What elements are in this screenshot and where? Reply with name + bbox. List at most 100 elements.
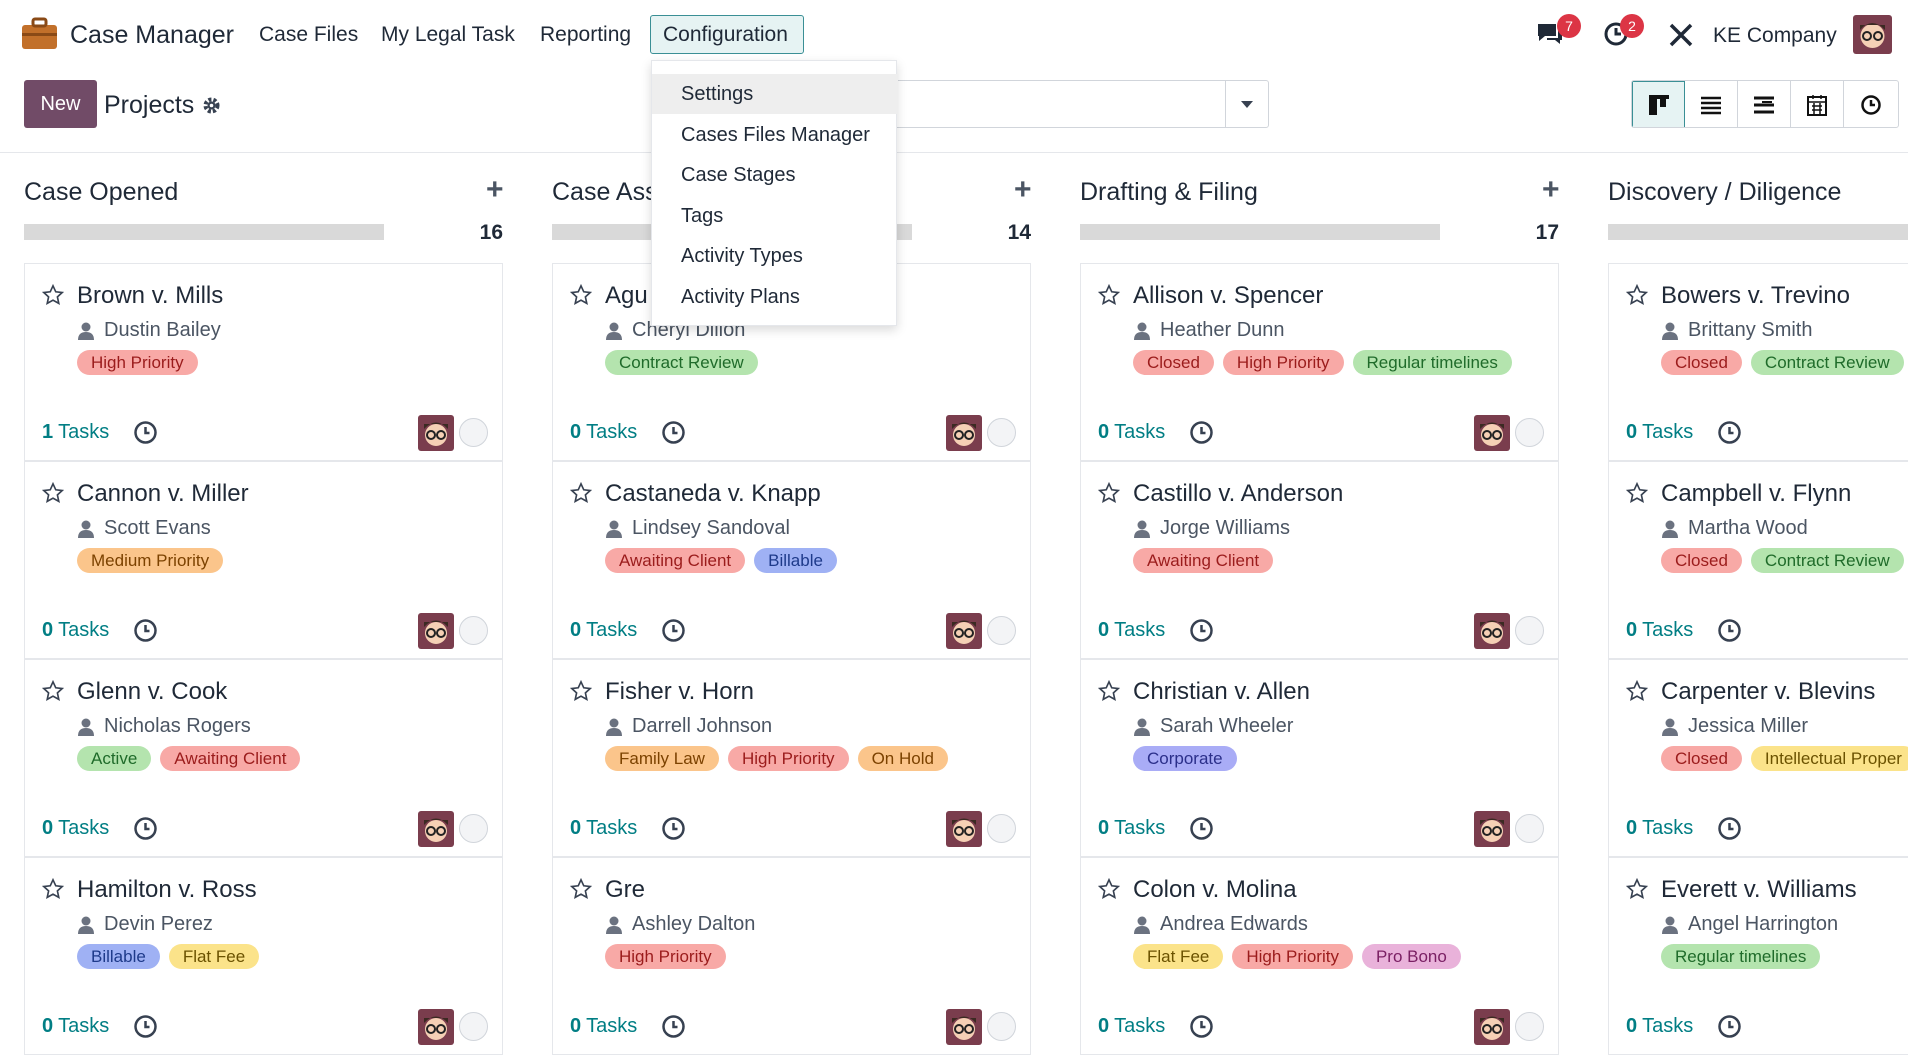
tasks-label[interactable]: Tasks <box>586 817 638 839</box>
dropdown-item[interactable]: Settings <box>652 74 898 114</box>
case-card[interactable]: Colon v. Molina Andrea Edwards Flat Fee Hig… <box>1080 857 1559 1055</box>
avatar-icon[interactable] <box>946 613 982 654</box>
case-card[interactable]: Bowers v. Trevino Brittany Smith Closed Con… <box>1608 263 1908 461</box>
star-icon[interactable] <box>1625 679 1649 707</box>
tasks-count[interactable]: 0 <box>42 817 54 839</box>
tasks-count[interactable]: 0 <box>1626 817 1638 839</box>
assignee-placeholder[interactable] <box>459 418 488 447</box>
assignee-placeholder[interactable] <box>459 1012 488 1041</box>
case-card[interactable]: Glenn v. Cook Nicholas Rogers Active Awaiti… <box>24 659 503 857</box>
clock-icon[interactable] <box>661 618 686 643</box>
clock-icon[interactable] <box>133 618 158 643</box>
assignee-placeholder[interactable] <box>1515 418 1544 447</box>
star-icon[interactable] <box>1625 877 1649 905</box>
star-icon[interactable] <box>1097 481 1121 509</box>
case-card[interactable]: Allison v. Spencer Heather Dunn Closed High… <box>1080 263 1559 461</box>
activity-view[interactable] <box>1844 81 1897 127</box>
clock-icon[interactable] <box>1189 420 1214 445</box>
tasks-label[interactable]: Tasks <box>586 421 638 443</box>
star-icon[interactable] <box>1625 283 1649 311</box>
star-icon[interactable] <box>569 877 593 905</box>
clock-icon[interactable] <box>661 420 686 445</box>
tasks-label[interactable]: Tasks <box>58 1015 110 1037</box>
clock-icon[interactable] <box>1189 1014 1214 1039</box>
tasks-count[interactable]: 0 <box>1098 619 1110 641</box>
star-icon[interactable] <box>41 481 65 509</box>
tasks-count[interactable]: 0 <box>1626 421 1638 443</box>
clock-icon[interactable] <box>133 420 158 445</box>
avatar-icon[interactable] <box>418 415 454 456</box>
star-icon[interactable] <box>41 679 65 707</box>
assignee-placeholder[interactable] <box>987 1012 1016 1041</box>
avatar-icon[interactable] <box>1474 613 1510 654</box>
case-card[interactable]: Christian v. Allen Sarah Wheeler Corporate… <box>1080 659 1559 857</box>
tasks-count[interactable]: 0 <box>1098 421 1110 443</box>
case-card[interactable]: Carpenter v. Blevins Jessica Miller Closed… <box>1608 659 1908 857</box>
avatar-icon[interactable] <box>1474 415 1510 456</box>
avatar-icon[interactable] <box>946 1009 982 1050</box>
tasks-count[interactable]: 0 <box>1626 1015 1638 1037</box>
menu-item[interactable]: Configuration <box>663 23 788 46</box>
assignee-placeholder[interactable] <box>987 616 1016 645</box>
avatar-icon[interactable] <box>1474 1009 1510 1050</box>
case-card[interactable]: Fisher v. Horn Darrell Johnson Family Law H… <box>552 659 1031 857</box>
column-add[interactable]: + <box>1014 173 1032 206</box>
tasks-count[interactable]: 0 <box>42 619 54 641</box>
tasks-count[interactable]: 0 <box>42 1015 54 1037</box>
tasks-label[interactable]: Tasks <box>1114 817 1166 839</box>
star-icon[interactable] <box>1625 481 1649 509</box>
clock-icon[interactable] <box>1717 420 1742 445</box>
menu-item[interactable]: Case Files <box>259 23 359 46</box>
tasks-label[interactable]: Tasks <box>1642 1015 1694 1037</box>
avatar-icon[interactable] <box>418 811 454 852</box>
assignee-placeholder[interactable] <box>459 814 488 843</box>
list-view[interactable] <box>1685 81 1738 127</box>
avatar-icon[interactable] <box>1474 811 1510 852</box>
case-card[interactable]: Hamilton v. Ross Devin Perez Billable Flat … <box>24 857 503 1055</box>
dropdown-item[interactable]: Tags <box>681 204 724 227</box>
dropdown-item[interactable]: Activity Types <box>681 245 803 267</box>
star-icon[interactable] <box>569 679 593 707</box>
company-name[interactable]: KE Company <box>1713 24 1837 47</box>
tools-icon[interactable] <box>1668 22 1694 48</box>
kanban-view[interactable] <box>1632 81 1685 127</box>
assignee-placeholder[interactable] <box>1515 1012 1544 1041</box>
assignee-placeholder[interactable] <box>459 616 488 645</box>
case-card[interactable]: Gre Ashley Dalton High Priority 0 Tasks <box>552 857 1031 1055</box>
star-icon[interactable] <box>41 877 65 905</box>
search-toggle[interactable] <box>1240 100 1254 109</box>
tasks-count[interactable]: 0 <box>570 817 582 839</box>
assignee-placeholder[interactable] <box>987 814 1016 843</box>
tasks-label[interactable]: Tasks <box>1642 817 1694 839</box>
clock-icon[interactable] <box>1189 618 1214 643</box>
case-card[interactable]: Brown v. Mills Dustin Bailey High Priority… <box>24 263 503 461</box>
gear-icon[interactable] <box>202 96 221 115</box>
dropdown-item[interactable]: Cases Files Manager <box>681 123 870 146</box>
case-card[interactable]: Castaneda v. Knapp Lindsey Sandoval Awaiti… <box>552 461 1031 659</box>
star-icon[interactable] <box>41 283 65 311</box>
case-card[interactable]: Campbell v. Flynn Martha Wood Closed Contra… <box>1608 461 1908 659</box>
assignee-placeholder[interactable] <box>987 418 1016 447</box>
tasks-count[interactable]: 1 <box>42 421 54 443</box>
tasks-count[interactable]: 0 <box>1098 817 1110 839</box>
gantt-view[interactable] <box>1738 81 1791 127</box>
clock-icon[interactable] <box>1189 816 1214 841</box>
dropdown-item[interactable]: Activity Plans <box>681 285 800 308</box>
clock-icon[interactable] <box>133 1014 158 1039</box>
assignee-placeholder[interactable] <box>1515 616 1544 645</box>
star-icon[interactable] <box>1097 877 1121 905</box>
star-icon[interactable] <box>1097 679 1121 707</box>
clock-icon[interactable] <box>1717 618 1742 643</box>
tasks-label[interactable]: Tasks <box>1114 619 1166 641</box>
tasks-label[interactable]: Tasks <box>1114 1015 1166 1037</box>
clock-icon[interactable] <box>133 816 158 841</box>
case-card[interactable]: Castillo v. Anderson Jorge Williams Awaiti… <box>1080 461 1559 659</box>
new-button[interactable]: New <box>24 80 97 128</box>
tasks-label[interactable]: Tasks <box>1642 619 1694 641</box>
avatar-icon[interactable] <box>946 811 982 852</box>
assignee-placeholder[interactable] <box>1515 814 1544 843</box>
tasks-label[interactable]: Tasks <box>58 619 110 641</box>
clock-icon[interactable] <box>1717 1014 1742 1039</box>
tasks-count[interactable]: 0 <box>570 619 582 641</box>
menu-item[interactable]: Reporting <box>540 23 632 46</box>
